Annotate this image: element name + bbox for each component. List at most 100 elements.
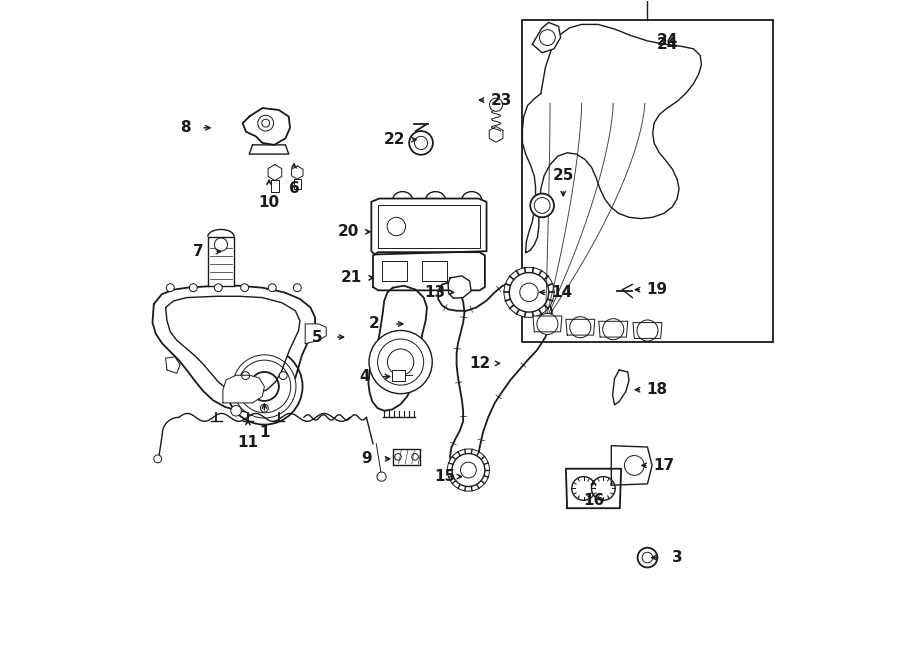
Polygon shape <box>368 286 427 410</box>
Text: 25: 25 <box>553 169 574 183</box>
Polygon shape <box>305 324 327 344</box>
Polygon shape <box>393 449 419 465</box>
Circle shape <box>250 372 279 401</box>
Circle shape <box>378 339 424 385</box>
Polygon shape <box>613 370 629 405</box>
Polygon shape <box>422 261 446 281</box>
Polygon shape <box>532 22 561 53</box>
Text: 2: 2 <box>369 317 380 331</box>
Circle shape <box>166 284 175 292</box>
Text: 7: 7 <box>194 244 204 259</box>
Circle shape <box>520 283 538 301</box>
Circle shape <box>447 449 490 491</box>
Polygon shape <box>490 126 503 142</box>
Polygon shape <box>292 166 303 179</box>
Polygon shape <box>294 179 301 189</box>
Polygon shape <box>268 165 282 180</box>
Text: 6: 6 <box>289 182 300 196</box>
Polygon shape <box>152 286 315 412</box>
Circle shape <box>625 455 644 475</box>
Polygon shape <box>166 357 180 373</box>
Polygon shape <box>166 296 300 395</box>
Text: 24: 24 <box>656 36 678 52</box>
Circle shape <box>539 30 555 46</box>
Polygon shape <box>372 198 487 254</box>
Polygon shape <box>378 205 480 248</box>
Text: 24: 24 <box>656 34 678 48</box>
Text: 4: 4 <box>359 369 370 384</box>
Circle shape <box>226 348 302 424</box>
Text: 21: 21 <box>340 270 362 286</box>
Polygon shape <box>633 323 662 338</box>
Circle shape <box>530 194 554 217</box>
Circle shape <box>415 136 428 149</box>
Circle shape <box>268 284 276 292</box>
Text: 20: 20 <box>338 224 359 239</box>
Text: 9: 9 <box>361 451 372 467</box>
Polygon shape <box>566 319 595 335</box>
Circle shape <box>637 320 658 341</box>
Text: 14: 14 <box>552 285 572 300</box>
Polygon shape <box>522 24 701 253</box>
Text: 8: 8 <box>180 120 191 136</box>
Circle shape <box>395 453 401 460</box>
Circle shape <box>388 349 414 375</box>
Text: 22: 22 <box>383 132 405 147</box>
Circle shape <box>189 284 197 292</box>
Circle shape <box>214 284 222 292</box>
Circle shape <box>412 453 418 460</box>
Circle shape <box>262 119 270 127</box>
Text: 23: 23 <box>491 93 512 108</box>
Polygon shape <box>566 469 621 508</box>
Polygon shape <box>243 108 290 145</box>
Text: 12: 12 <box>469 356 491 371</box>
Text: 10: 10 <box>258 194 280 210</box>
Circle shape <box>369 330 432 394</box>
Text: 18: 18 <box>647 382 668 397</box>
Bar <box>522 20 772 342</box>
Circle shape <box>377 472 386 481</box>
Circle shape <box>637 548 657 567</box>
Polygon shape <box>208 237 234 286</box>
Polygon shape <box>611 446 652 485</box>
Text: 17: 17 <box>653 458 674 473</box>
Polygon shape <box>533 316 562 332</box>
Polygon shape <box>373 253 485 290</box>
Circle shape <box>509 272 549 312</box>
Circle shape <box>240 284 248 292</box>
Circle shape <box>257 115 274 131</box>
Circle shape <box>293 284 302 292</box>
Circle shape <box>643 553 652 563</box>
Polygon shape <box>392 370 405 381</box>
Circle shape <box>504 267 554 317</box>
Circle shape <box>410 131 433 155</box>
Circle shape <box>260 405 268 412</box>
Text: 3: 3 <box>671 550 682 565</box>
Circle shape <box>570 317 591 338</box>
Polygon shape <box>271 180 279 192</box>
Text: 15: 15 <box>434 469 455 484</box>
Circle shape <box>387 217 406 236</box>
Circle shape <box>535 198 550 214</box>
Circle shape <box>591 477 616 500</box>
Circle shape <box>214 238 228 251</box>
Circle shape <box>230 406 241 416</box>
Circle shape <box>452 453 485 486</box>
Text: 13: 13 <box>424 285 446 300</box>
Circle shape <box>461 462 476 478</box>
Text: 5: 5 <box>311 330 322 344</box>
Polygon shape <box>223 375 265 403</box>
Circle shape <box>603 319 624 340</box>
Circle shape <box>572 477 596 500</box>
Circle shape <box>537 313 558 334</box>
Text: 16: 16 <box>583 493 604 508</box>
Circle shape <box>233 355 296 418</box>
Circle shape <box>238 360 291 412</box>
Circle shape <box>490 98 503 111</box>
Circle shape <box>154 455 162 463</box>
Polygon shape <box>448 276 471 298</box>
Text: 1: 1 <box>259 425 270 440</box>
Polygon shape <box>249 145 289 154</box>
Polygon shape <box>382 261 407 281</box>
Text: 11: 11 <box>238 435 258 450</box>
